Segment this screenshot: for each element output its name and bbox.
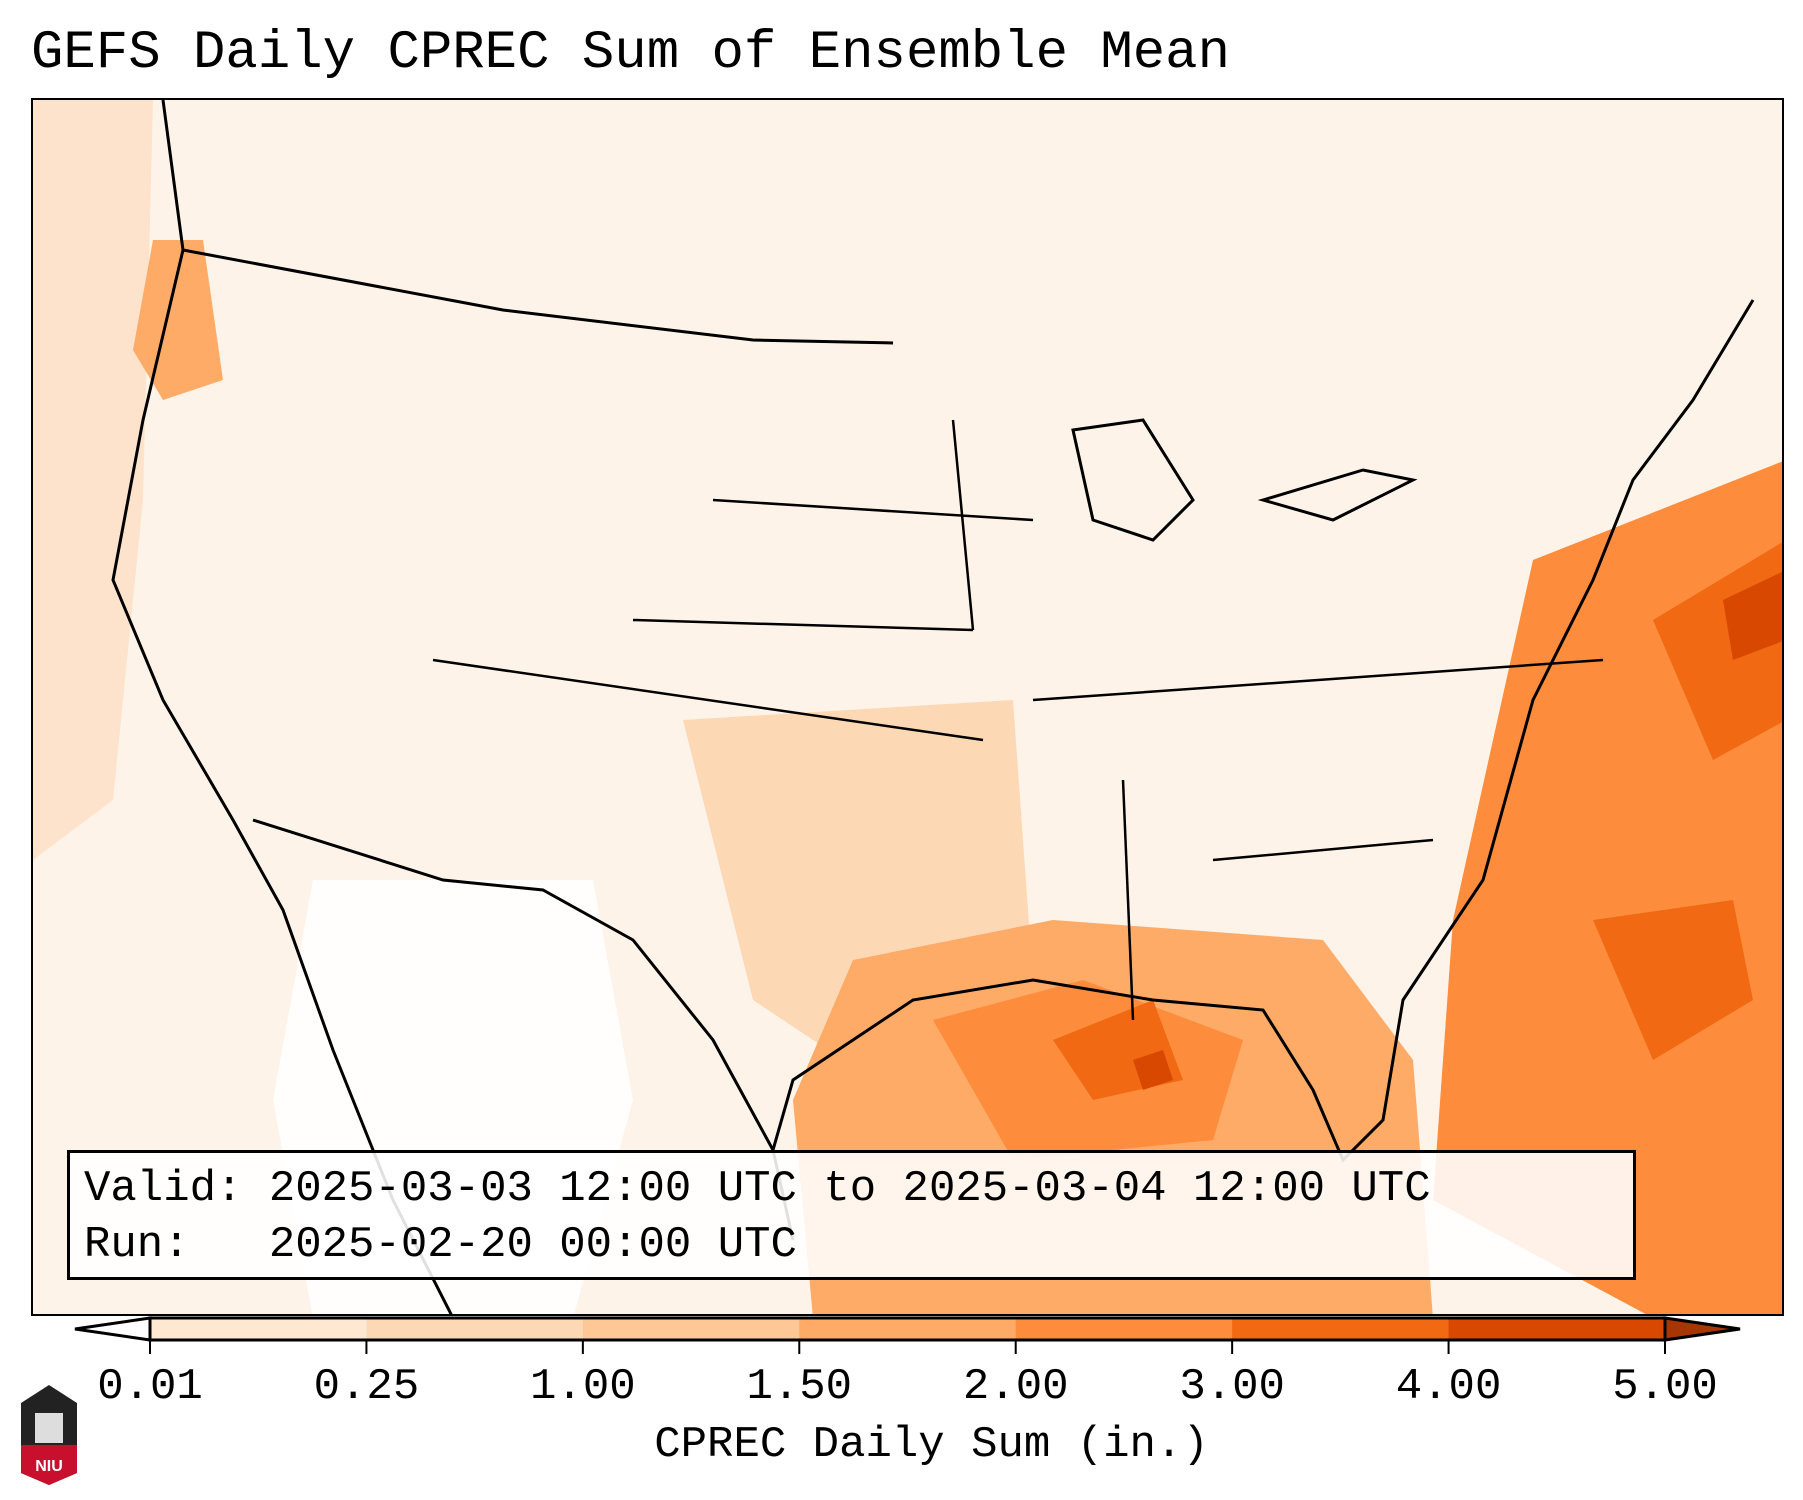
valid-run-info-box: Valid: 2025-03-03 12:00 UTC to 2025-03-0… xyxy=(67,1150,1636,1280)
colorbar-tick-label: 3.00 xyxy=(1179,1362,1285,1412)
colorbar-bin xyxy=(366,1318,584,1340)
atlantic-heavy-area xyxy=(1593,900,1753,1060)
colorbar-tick-label: 1.00 xyxy=(530,1362,636,1412)
state-borders xyxy=(432,419,1604,1021)
colorbar-bin xyxy=(582,1318,800,1340)
atlantic-max-area xyxy=(1723,571,1782,660)
lake-erie xyxy=(1257,468,1418,522)
pacific-precip-area xyxy=(33,100,153,860)
colorbar-tick-label: 4.00 xyxy=(1395,1362,1502,1412)
lake-michigan xyxy=(1071,418,1195,542)
map-canvas xyxy=(33,100,1782,1314)
colorbar-label: CPREC Daily Sum (in.) xyxy=(654,1420,1209,1470)
colorbar-bin xyxy=(799,1318,1017,1340)
colorbar-tick-label: 5.00 xyxy=(1612,1362,1718,1412)
colorbar-tick-label: 0.25 xyxy=(313,1362,420,1412)
gulf-atlantic-coastline xyxy=(771,299,1755,1163)
colorbar-tick-label: 2.00 xyxy=(962,1362,1069,1412)
colorbar-tick-label: 0.01 xyxy=(97,1362,203,1412)
colorbar-bin xyxy=(1232,1318,1450,1340)
chart-title: GEFS Daily CPREC Sum of Ensemble Mean xyxy=(31,23,1230,84)
logo-text: NIU xyxy=(35,1458,63,1475)
colorbar xyxy=(74,1316,1741,1354)
valid-time-text: Valid: 2025-03-03 12:00 UTC to 2025-03-0… xyxy=(84,1164,1431,1214)
colorbar-bin xyxy=(1015,1318,1233,1340)
gulf-max-area xyxy=(1133,1050,1173,1090)
colorbar-bin xyxy=(150,1318,367,1340)
colorbar-under-extension xyxy=(74,1316,152,1342)
precipitation-map xyxy=(31,98,1784,1316)
colorbar-outline xyxy=(148,1316,1667,1342)
niu-logo: NIU xyxy=(21,1385,77,1485)
colorbar-tick-label: 1.50 xyxy=(746,1362,853,1412)
run-time-text: Run: 2025-02-20 00:00 UTC xyxy=(84,1220,797,1270)
colorbar-bin xyxy=(1448,1318,1666,1340)
canada-border xyxy=(182,248,894,345)
colorbar-over-extension xyxy=(1663,1316,1741,1342)
oregon-coast-precip xyxy=(133,240,223,400)
pacific-coastline xyxy=(111,100,453,1314)
